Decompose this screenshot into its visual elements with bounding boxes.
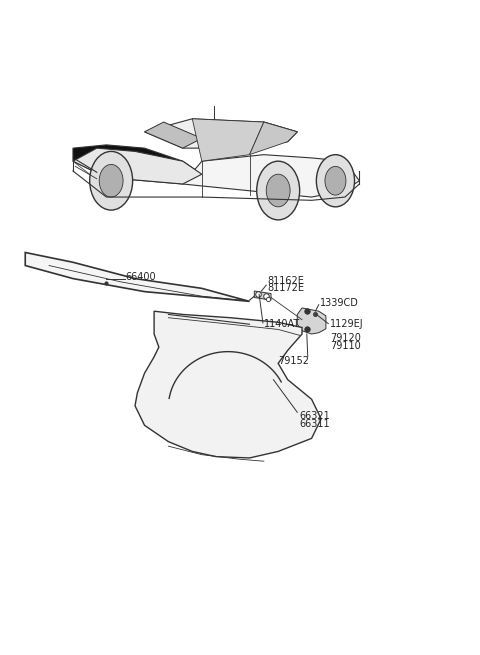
Polygon shape bbox=[192, 119, 264, 161]
Polygon shape bbox=[250, 122, 297, 155]
Polygon shape bbox=[144, 119, 297, 148]
Text: 81162E: 81162E bbox=[268, 276, 304, 286]
Text: 1129EJ: 1129EJ bbox=[330, 319, 363, 329]
Text: 66400: 66400 bbox=[125, 272, 156, 282]
Circle shape bbox=[257, 161, 300, 220]
Circle shape bbox=[266, 174, 290, 207]
Circle shape bbox=[90, 151, 132, 210]
Polygon shape bbox=[144, 122, 202, 148]
Polygon shape bbox=[25, 252, 250, 301]
Text: 1140AT: 1140AT bbox=[264, 318, 300, 329]
Text: 1339CD: 1339CD bbox=[320, 299, 359, 309]
Polygon shape bbox=[183, 155, 360, 197]
Text: 79120: 79120 bbox=[330, 333, 360, 343]
Text: 79110: 79110 bbox=[330, 341, 360, 351]
Polygon shape bbox=[73, 145, 202, 184]
Text: 79152: 79152 bbox=[278, 356, 309, 366]
Circle shape bbox=[325, 166, 346, 195]
Text: 66321: 66321 bbox=[299, 411, 330, 421]
Text: 66311: 66311 bbox=[299, 419, 330, 429]
Circle shape bbox=[99, 164, 123, 197]
Polygon shape bbox=[254, 291, 271, 300]
Polygon shape bbox=[73, 148, 202, 184]
Polygon shape bbox=[250, 122, 297, 148]
Polygon shape bbox=[297, 308, 326, 334]
Polygon shape bbox=[135, 311, 321, 458]
Circle shape bbox=[316, 155, 355, 207]
Text: 81172E: 81172E bbox=[268, 284, 305, 293]
